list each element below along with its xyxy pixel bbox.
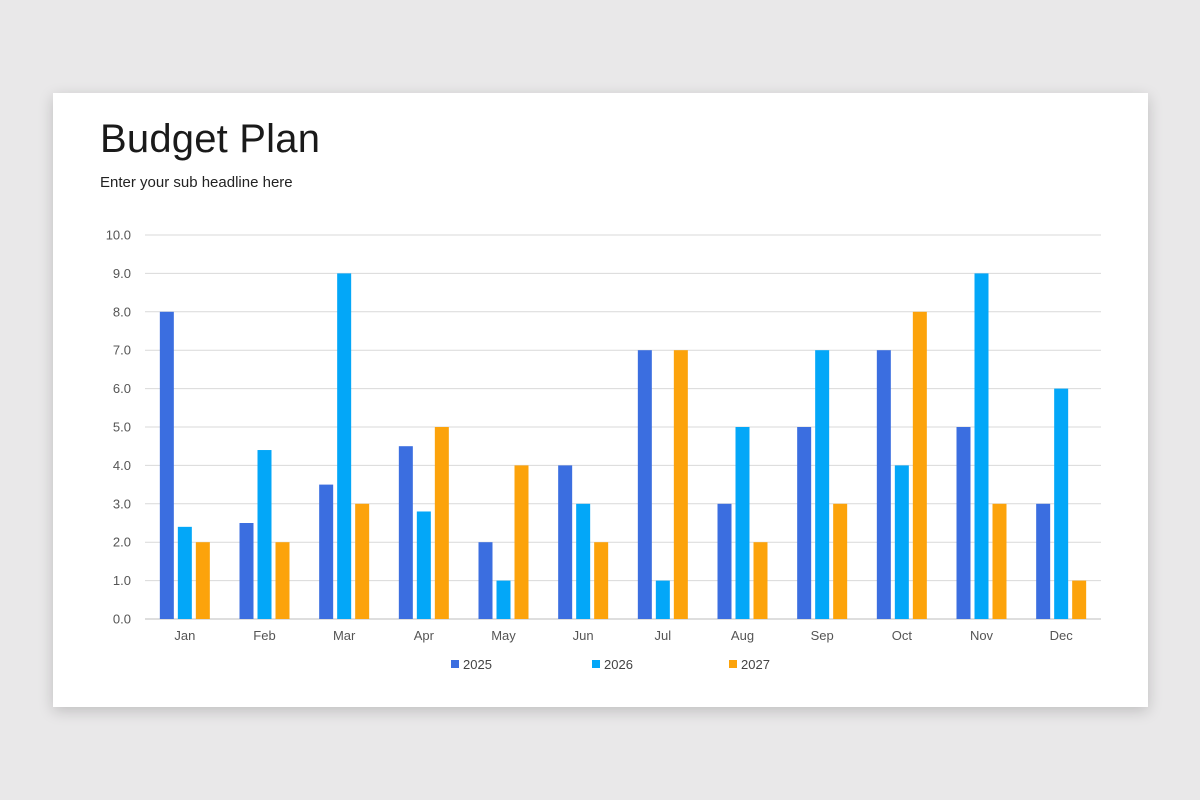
y-tick-label: 7.0 (113, 343, 131, 358)
bar-2025-may (478, 542, 493, 619)
grid-lines (145, 234, 1101, 620)
bar-2027-aug (753, 542, 768, 619)
x-tick-label: Dec (1050, 628, 1074, 643)
slide-subtitle: Enter your sub headline here (100, 174, 293, 191)
bar-2025-jul (637, 350, 652, 619)
y-tick-label: 6.0 (113, 381, 131, 396)
legend-swatch (729, 660, 737, 668)
slide-title: Budget Plan (100, 117, 321, 161)
x-tick-label: May (491, 628, 516, 643)
legend: 2025 2026 2027 (451, 657, 770, 672)
bar-2027-feb (275, 542, 290, 619)
bar-2026-oct (894, 465, 909, 619)
bar-2026-jun (576, 503, 591, 619)
bar-2025-sep (797, 427, 812, 619)
bar-2026-sep (815, 350, 830, 619)
bar-2025-aug (717, 503, 732, 619)
y-tick-label: 0.0 (113, 612, 131, 627)
slide: Budget Plan Enter your sub headline here… (53, 93, 1148, 707)
y-tick-label: 9.0 (113, 266, 131, 281)
bar-2026-apr (416, 511, 431, 619)
y-tick-label: 3.0 (113, 496, 131, 511)
y-tick-label: 10.0 (106, 228, 131, 243)
bar-2027-apr (434, 427, 449, 619)
bar-2025-apr (398, 446, 413, 619)
bar-2025-oct (876, 350, 891, 619)
x-tick-label: Jul (655, 628, 672, 643)
x-tick-label: Aug (731, 628, 754, 643)
legend-item-2025: 2025 (451, 657, 492, 672)
bar-2025-dec (1036, 503, 1051, 619)
x-tick-label: Jun (573, 628, 594, 643)
budget-bar-chart: 0.0 1.0 2.0 3.0 4.0 5.0 6.0 7.0 8.0 9.0 10.0 Jan Fe… (106, 228, 1101, 672)
legend-label: 2027 (741, 657, 770, 672)
bar-2027-jul (673, 350, 688, 619)
bar-2027-dec (1072, 580, 1087, 619)
bars (159, 273, 1087, 619)
bar-2026-may (496, 580, 511, 619)
y-axis-ticks: 0.0 1.0 2.0 3.0 4.0 5.0 6.0 7.0 8.0 9.0 10.0 (106, 228, 131, 627)
x-tick-label: Feb (253, 628, 275, 643)
y-tick-label: 8.0 (113, 304, 131, 319)
bar-2027-nov (992, 503, 1007, 619)
x-tick-label: Mar (333, 628, 356, 643)
bar-2026-mar (337, 273, 352, 619)
y-tick-label: 5.0 (113, 420, 131, 435)
y-tick-label: 4.0 (113, 458, 131, 473)
x-tick-label: Apr (414, 628, 435, 643)
legend-label: 2026 (604, 657, 633, 672)
bar-2026-jan (177, 526, 192, 619)
bar-2026-jul (655, 580, 670, 619)
x-tick-label: Sep (811, 628, 834, 643)
x-tick-label: Jan (174, 628, 195, 643)
bar-2027-jan (195, 542, 210, 619)
bar-2026-aug (735, 427, 750, 619)
bar-2025-mar (319, 484, 334, 619)
bar-2025-jun (558, 465, 573, 619)
bar-2027-may (514, 465, 529, 619)
bar-2026-dec (1054, 388, 1069, 619)
x-tick-label: Oct (892, 628, 913, 643)
bar-2027-sep (833, 503, 848, 619)
legend-item-2027: 2027 (729, 657, 770, 672)
y-tick-label: 2.0 (113, 535, 131, 550)
bar-2027-mar (355, 503, 370, 619)
legend-item-2026: 2026 (592, 657, 633, 672)
y-tick-label: 1.0 (113, 573, 131, 588)
x-axis-ticks: Jan Feb Mar Apr May Jun Jul Aug Sep Oct Nov Dec (174, 628, 1073, 643)
legend-label: 2025 (463, 657, 492, 672)
x-tick-label: Nov (970, 628, 994, 643)
legend-swatch (592, 660, 600, 668)
bar-2026-nov (974, 273, 989, 619)
bar-2025-jan (159, 311, 174, 619)
bar-2026-feb (257, 450, 272, 619)
bar-2027-oct (912, 311, 927, 619)
bar-2025-nov (956, 427, 971, 619)
bar-2025-feb (239, 523, 254, 619)
legend-swatch (451, 660, 459, 668)
bar-2027-jun (594, 542, 609, 619)
